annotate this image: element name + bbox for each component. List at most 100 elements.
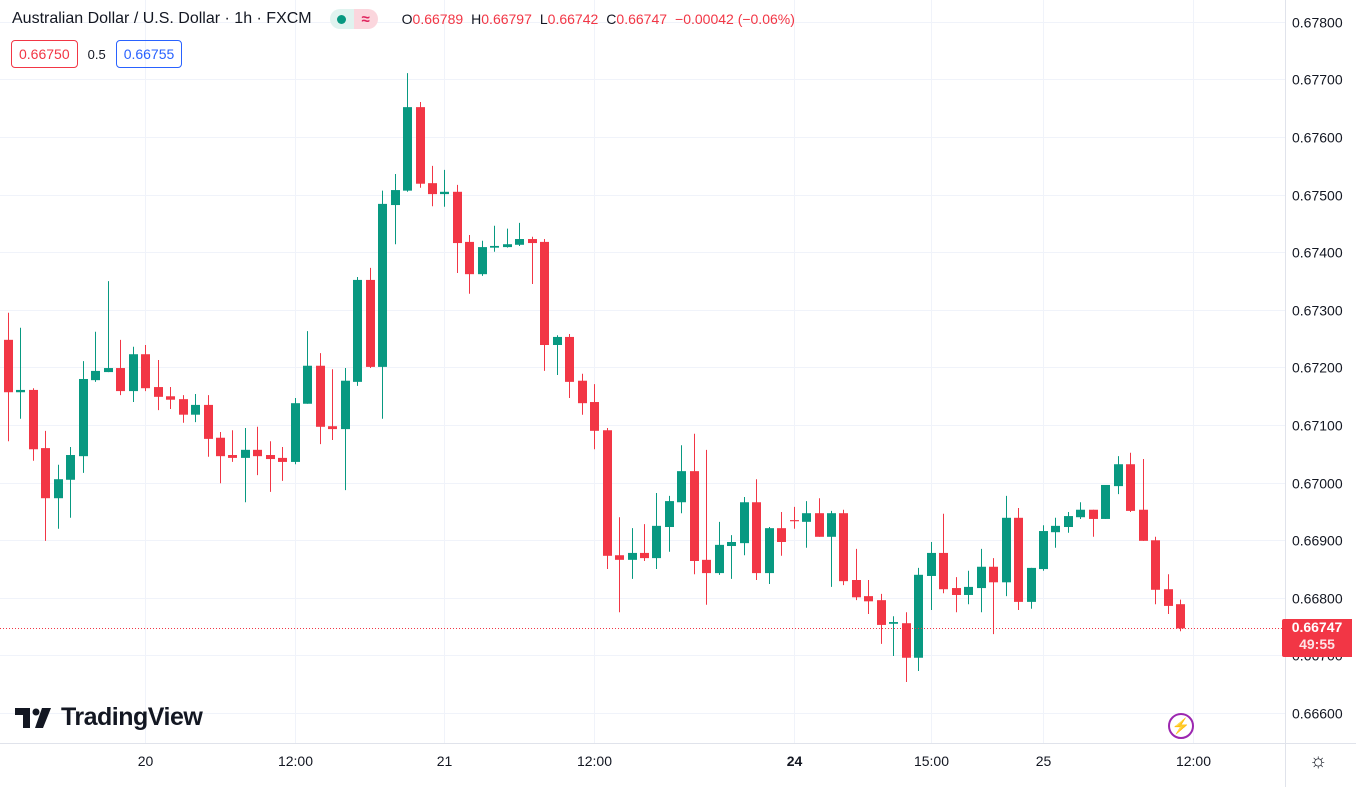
time-tick-label: 12:00 <box>577 753 612 769</box>
candle-down <box>1126 452 1135 513</box>
candle-body <box>141 354 150 389</box>
price-tick-label: 0.67300 <box>1292 303 1343 319</box>
ohlc-values: O0.66789 H0.66797 L0.66742 C0.66747 −0.0… <box>402 11 795 27</box>
candle-body <box>765 528 774 574</box>
price-tick-label: 0.67100 <box>1292 418 1343 434</box>
candle-down <box>366 267 375 369</box>
candle-down <box>790 506 799 529</box>
candle-body <box>777 528 786 542</box>
candle-down <box>702 449 711 605</box>
candle-body <box>490 245 499 248</box>
candle-up <box>977 548 986 613</box>
candle-down <box>902 612 911 682</box>
candle-body <box>727 541 736 547</box>
candle-body <box>802 513 811 522</box>
candle-up <box>765 527 774 585</box>
price-axis[interactable]: 0.67800 0.67700 0.67600 0.67500 0.67400 0.673… <box>1292 15 1343 722</box>
candle-body <box>839 513 848 582</box>
time-tick-label: 24 <box>787 753 803 769</box>
candle-body <box>91 370 100 381</box>
candle-down <box>465 234 474 294</box>
candle-body <box>303 365 312 404</box>
candle-body <box>378 203 387 367</box>
time-tick-label: 12:00 <box>1176 753 1211 769</box>
candle-down <box>1139 459 1148 541</box>
time-tick-label: 12:00 <box>278 753 313 769</box>
candle-up <box>66 446 75 518</box>
candle-body <box>815 513 824 537</box>
candle-up <box>889 616 898 657</box>
candle-down <box>204 395 213 457</box>
candle-body <box>877 600 886 625</box>
candle-body <box>1114 464 1123 487</box>
candle-up <box>628 528 637 579</box>
green-dot-icon <box>329 9 354 29</box>
candle-down <box>815 498 824 537</box>
candle-down <box>453 184 462 274</box>
candle-body <box>316 365 325 427</box>
candle-down <box>116 339 125 396</box>
buy-button[interactable]: 0.66755 <box>115 40 183 68</box>
price-tick-label: 0.66600 <box>1292 706 1343 722</box>
candle-up <box>478 240 487 276</box>
candle-up <box>104 281 113 373</box>
candle-up <box>1076 502 1085 519</box>
candle-body <box>416 107 425 184</box>
candle-down <box>316 353 325 445</box>
candle-body <box>889 622 898 624</box>
gear-icon[interactable]: ☼ <box>1309 750 1328 772</box>
candle-up <box>91 331 100 382</box>
candle-up <box>291 397 300 465</box>
candle-body <box>41 448 50 499</box>
sell-button[interactable]: 0.66750 <box>11 40 78 68</box>
candle-body <box>715 544 724 574</box>
candle-body <box>1126 464 1135 511</box>
candle-body <box>366 279 375 367</box>
candle-body <box>952 588 961 595</box>
candle-up <box>503 228 512 248</box>
candle-body <box>827 513 836 537</box>
last-price-label: 0.66747 49:55 <box>1282 619 1352 657</box>
tradingview-logo[interactable]: TradingView <box>15 703 203 732</box>
candle-body <box>927 552 936 576</box>
bar-countdown: 49:55 <box>1299 636 1335 652</box>
open-label: O <box>401 11 413 27</box>
last-price-value: 0.66747 <box>1291 619 1343 635</box>
candle-body <box>939 552 948 590</box>
candle-body <box>752 502 761 574</box>
candle-down <box>939 513 948 594</box>
status-pill[interactable]: ≈ <box>329 9 378 29</box>
candle-up <box>665 495 674 552</box>
time-axis[interactable]: 20 12:00 21 12:00 24 15:00 25 12:00 <box>138 753 1212 769</box>
candle-body <box>216 437 225 457</box>
candle-body <box>1051 525 1060 533</box>
candle-body <box>503 244 512 248</box>
candle-up <box>378 190 387 419</box>
price-tick-label: 0.67800 <box>1292 15 1343 31</box>
candle-body <box>241 449 250 458</box>
candle-body <box>1164 589 1173 606</box>
approx-wave-icon: ≈ <box>353 9 378 29</box>
candle-body <box>79 378 88 457</box>
candle-body <box>790 520 799 522</box>
candle-up <box>341 368 350 491</box>
symbol-title[interactable]: Australian Dollar / U.S. Dollar · 1h · F… <box>12 10 312 27</box>
time-tick-label: 15:00 <box>914 753 949 769</box>
spread-value: 0.5 <box>87 46 106 62</box>
price-tick-label: 0.66900 <box>1292 533 1343 549</box>
candle-body <box>191 404 200 415</box>
candle-up <box>16 327 25 419</box>
candle-body <box>428 183 437 195</box>
candle-body <box>652 525 661 559</box>
candle-body <box>478 247 487 275</box>
lightning-icon[interactable]: ⚡ <box>1168 713 1194 739</box>
candle-up <box>79 361 88 473</box>
candle-up <box>391 173 400 245</box>
candle-body <box>1089 509 1098 519</box>
candle-down <box>690 433 699 575</box>
candle-down <box>4 312 13 442</box>
price-tick-label: 0.66800 <box>1292 591 1343 607</box>
candle-up <box>652 493 661 570</box>
candle-down <box>590 384 599 450</box>
